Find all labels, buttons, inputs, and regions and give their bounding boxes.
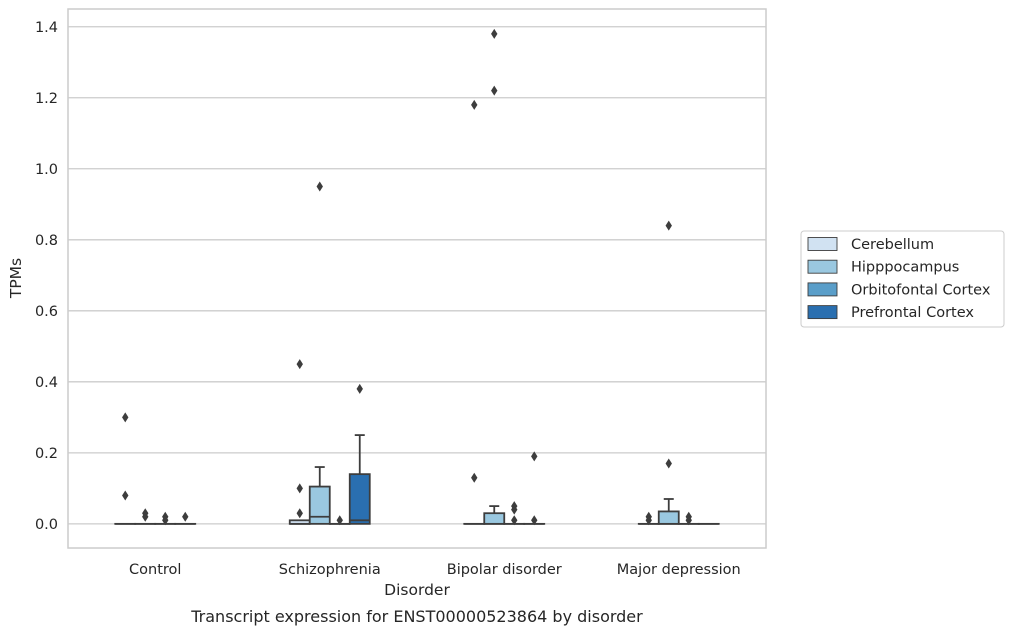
y-tick-labels: 0.0 0.2 0.4 0.6 0.8 1.0 1.2 1.4 [35, 20, 58, 533]
outlier-point [356, 383, 363, 394]
x-tick-label: Bipolar disorder [447, 562, 562, 578]
outlier-point [531, 515, 538, 526]
outlier-point [296, 359, 303, 370]
outlier-point [471, 99, 478, 110]
outlier-point [665, 220, 672, 231]
outlier-point [316, 181, 323, 192]
x-axis-label: Disorder [384, 581, 450, 599]
legend: Cerebellum Hipppocampus Orbitofontal Corte… [800, 230, 1005, 328]
outlier-point [491, 85, 498, 96]
x-tick-label: Schizophrenia [279, 562, 381, 578]
outlier-point [491, 28, 498, 39]
box-group [657, 220, 680, 525]
legend-swatch [807, 237, 838, 251]
y-tick-label: 0.2 [35, 446, 58, 462]
box-group [483, 28, 506, 525]
plot-frame [67, 8, 767, 549]
y-tick-label: 1.0 [35, 162, 58, 178]
legend-swatch [807, 282, 838, 297]
y-tick-label: 0.6 [35, 304, 58, 320]
box-body [348, 473, 371, 525]
box-group [463, 99, 486, 525]
outlier-point [511, 515, 518, 526]
legend-swatch [807, 259, 838, 274]
box-group [677, 511, 700, 526]
outlier-point [142, 511, 149, 522]
box-group [328, 515, 351, 526]
box-group [288, 359, 311, 525]
y-tick-label: 0.0 [35, 517, 58, 533]
box-group [154, 511, 177, 526]
x-tick-label: Control [129, 562, 181, 578]
y-tick-label: 1.4 [35, 20, 58, 36]
box-body [483, 512, 506, 525]
box-group [503, 501, 526, 526]
y-tick-label: 0.8 [35, 233, 58, 249]
outlier-point [645, 515, 652, 526]
legend-swatch [807, 305, 838, 320]
box-body [308, 485, 331, 525]
box-group [174, 511, 197, 525]
outlier-point [122, 412, 129, 423]
box-group [134, 508, 157, 525]
outlier-point [296, 508, 303, 519]
box-group [308, 181, 331, 525]
box-group [114, 412, 137, 525]
x-tick-labels: Control Schizophrenia Bipolar disorder Majo… [129, 562, 741, 578]
outlier-point [162, 515, 169, 526]
gridlines [68, 26, 766, 525]
plot-marks [114, 28, 720, 526]
outlier-point [511, 504, 518, 515]
legend-label: Hipppocampus [851, 260, 959, 276]
legend-frame [800, 230, 1005, 328]
legend-label: Prefrontal Cortex [851, 305, 974, 321]
y-tick-label: 0.4 [35, 375, 58, 391]
y-tick-label: 1.2 [35, 91, 58, 107]
outlier-point [122, 490, 129, 501]
box-group [348, 383, 371, 525]
chart-caption: Transcript expression for ENST0000052386… [190, 607, 643, 626]
outlier-point [336, 515, 343, 526]
legend-label: Orbitofontal Cortex [851, 282, 991, 298]
outlier-point [471, 472, 478, 483]
outlier-point [665, 458, 672, 469]
box-group [637, 511, 660, 526]
outlier-point [296, 483, 303, 494]
outlier-point [685, 515, 692, 526]
box-group [523, 451, 546, 526]
legend-label: Cerebellum [851, 237, 934, 253]
y-axis-label: TPMs [7, 258, 25, 299]
outlier-point [182, 511, 189, 522]
outlier-point [531, 451, 538, 462]
box-body [657, 510, 680, 525]
x-tick-label: Major depression [617, 562, 741, 578]
